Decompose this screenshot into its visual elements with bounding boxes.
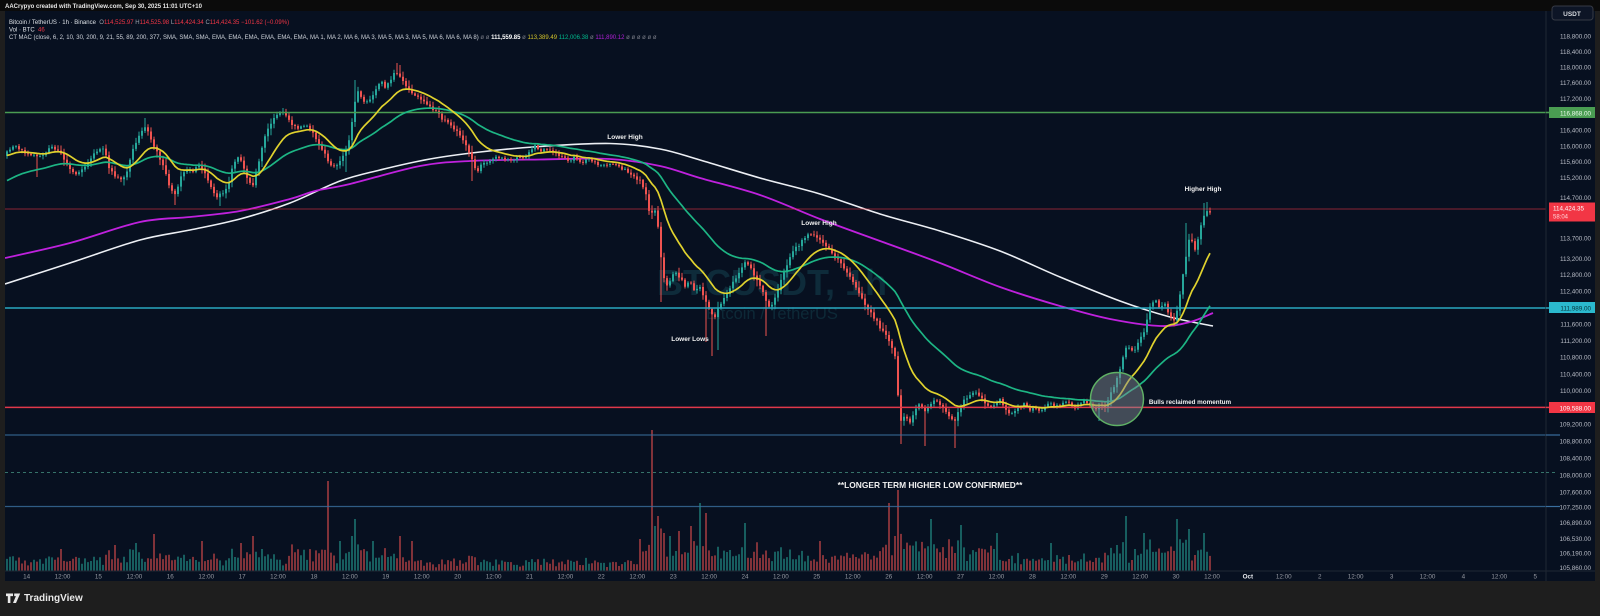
svg-text:12:00: 12:00 xyxy=(486,573,502,580)
svg-text:114,700.00: 114,700.00 xyxy=(1560,195,1592,202)
svg-text:Oct: Oct xyxy=(1243,573,1254,580)
svg-text:12:00: 12:00 xyxy=(270,573,286,580)
svg-text:2: 2 xyxy=(1318,573,1322,580)
svg-text:111,200.00: 111,200.00 xyxy=(1560,338,1591,345)
svg-text:30: 30 xyxy=(1172,573,1180,580)
svg-text:117,600.00: 117,600.00 xyxy=(1560,80,1592,87)
svg-text:12:00: 12:00 xyxy=(845,573,861,580)
svg-text:112,800.00: 112,800.00 xyxy=(1560,272,1592,279)
svg-text:14: 14 xyxy=(23,573,31,580)
svg-text:27: 27 xyxy=(957,573,965,580)
svg-text:AACrypyo created with TradingV: AACrypyo created with TradingView.com, S… xyxy=(5,4,203,10)
svg-text:106,890.00: 106,890.00 xyxy=(1559,520,1591,527)
svg-text:Lower High: Lower High xyxy=(607,134,642,141)
svg-text:12:00: 12:00 xyxy=(342,573,358,580)
svg-text:TradingView: TradingView xyxy=(24,593,83,604)
svg-text:116,400.00: 116,400.00 xyxy=(1560,127,1592,134)
svg-text:USDT: USDT xyxy=(1563,11,1581,18)
svg-text:108,000.00: 108,000.00 xyxy=(1559,473,1591,480)
svg-text:24: 24 xyxy=(741,573,749,580)
svg-text:12:00: 12:00 xyxy=(558,573,574,580)
svg-text:116,868.00: 116,868.00 xyxy=(1560,111,1592,118)
svg-text:12:00: 12:00 xyxy=(1060,573,1076,580)
svg-text:Lower Lows: Lower Lows xyxy=(671,336,709,343)
svg-text:108,400.00: 108,400.00 xyxy=(1559,456,1591,463)
svg-text:Lower High: Lower High xyxy=(801,220,836,227)
svg-text:12:00: 12:00 xyxy=(701,573,717,580)
svg-text:18: 18 xyxy=(310,573,318,580)
svg-text:118,000.00: 118,000.00 xyxy=(1560,64,1592,71)
svg-text:12:00: 12:00 xyxy=(917,573,933,580)
svg-text:12:00: 12:00 xyxy=(198,573,214,580)
svg-text:115,600.00: 115,600.00 xyxy=(1560,159,1592,166)
svg-text:107,250.00: 107,250.00 xyxy=(1559,505,1591,512)
svg-text:113,200.00: 113,200.00 xyxy=(1560,256,1592,263)
svg-text:19: 19 xyxy=(382,573,390,580)
svg-text:115,200.00: 115,200.00 xyxy=(1560,175,1592,182)
svg-text:116,000.00: 116,000.00 xyxy=(1560,143,1592,150)
svg-text:**LONGER TERM HIGHER LOW CONFI: **LONGER TERM HIGHER LOW CONFIRMED** xyxy=(838,480,1023,490)
svg-text:12:00: 12:00 xyxy=(1276,573,1292,580)
svg-text:12:00: 12:00 xyxy=(55,573,71,580)
svg-text:12:00: 12:00 xyxy=(773,573,789,580)
svg-text:4: 4 xyxy=(1462,573,1466,580)
svg-text:110,000.00: 110,000.00 xyxy=(1560,388,1592,395)
svg-text:107,600.00: 107,600.00 xyxy=(1559,490,1591,497)
svg-text:23: 23 xyxy=(670,573,678,580)
svg-text:21: 21 xyxy=(526,573,534,580)
svg-text:15: 15 xyxy=(95,573,103,580)
svg-text:Bulls reclaimed momentum: Bulls reclaimed momentum xyxy=(1149,399,1232,406)
svg-text:5: 5 xyxy=(1533,573,1537,580)
svg-text:Higher High: Higher High xyxy=(1185,186,1222,193)
svg-text:12:00: 12:00 xyxy=(1132,573,1148,580)
svg-text:12:00: 12:00 xyxy=(414,573,430,580)
svg-text:118,800.00: 118,800.00 xyxy=(1560,33,1592,40)
svg-text:12:00: 12:00 xyxy=(1204,573,1220,580)
svg-text:106,530.00: 106,530.00 xyxy=(1559,536,1591,543)
svg-text:106,190.00: 106,190.00 xyxy=(1559,551,1591,558)
svg-text:113,700.00: 113,700.00 xyxy=(1560,236,1592,243)
svg-text:12:00: 12:00 xyxy=(989,573,1005,580)
svg-text:109,588.00: 109,588.00 xyxy=(1559,406,1591,413)
svg-text:108,800.00: 108,800.00 xyxy=(1559,439,1591,446)
svg-text:110,400.00: 110,400.00 xyxy=(1560,371,1592,378)
svg-text:118,400.00: 118,400.00 xyxy=(1560,49,1592,56)
svg-text:58:04: 58:04 xyxy=(1553,215,1569,221)
svg-text:Bitcoin / TetherUS: Bitcoin / TetherUS xyxy=(706,305,838,323)
svg-text:16: 16 xyxy=(167,573,175,580)
svg-text:109,200.00: 109,200.00 xyxy=(1559,422,1591,429)
svg-text:3: 3 xyxy=(1390,573,1394,580)
svg-text:25: 25 xyxy=(813,573,821,580)
svg-text:26: 26 xyxy=(885,573,893,580)
svg-text:12:00: 12:00 xyxy=(1348,573,1364,580)
svg-text:112,400.00: 112,400.00 xyxy=(1560,289,1592,296)
svg-text:CT MAC (close, 6, 2, 10, 30, 2: CT MAC (close, 6, 2, 10, 30, 200, 9, 21,… xyxy=(9,35,657,41)
svg-text:12:00: 12:00 xyxy=(1491,573,1507,580)
svg-text:12:00: 12:00 xyxy=(127,573,143,580)
svg-text:117,200.00: 117,200.00 xyxy=(1560,96,1592,103)
svg-text:12:00: 12:00 xyxy=(629,573,645,580)
svg-text:110,800.00: 110,800.00 xyxy=(1560,355,1592,362)
svg-text:20: 20 xyxy=(454,573,462,580)
svg-text:114,424.35: 114,424.35 xyxy=(1553,206,1585,213)
svg-text:12:00: 12:00 xyxy=(1420,573,1436,580)
svg-text:28: 28 xyxy=(1029,573,1037,580)
svg-text:Bitcoin / TetherUS · 1h · Bina: Bitcoin / TetherUS · 1h · Binance O114,5… xyxy=(9,20,289,26)
svg-text:22: 22 xyxy=(598,573,606,580)
svg-text:29: 29 xyxy=(1101,573,1109,580)
svg-text:105,860.00: 105,860.00 xyxy=(1559,565,1591,572)
svg-text:111,600.00: 111,600.00 xyxy=(1560,322,1591,329)
svg-text:17: 17 xyxy=(239,573,247,580)
svg-text:111,989.00: 111,989.00 xyxy=(1560,306,1591,313)
svg-text:Vol · BTC 46: Vol · BTC 46 xyxy=(9,28,45,34)
